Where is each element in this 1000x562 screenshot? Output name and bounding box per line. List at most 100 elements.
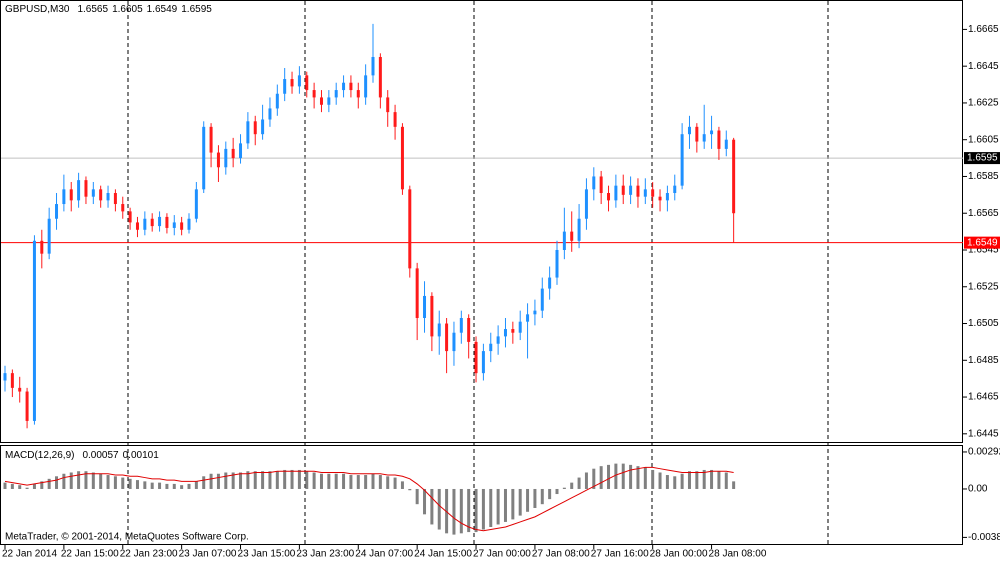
macd-bar (69, 472, 73, 489)
candle-body (18, 387, 22, 392)
macd-bar (680, 473, 684, 489)
macd-bar (342, 473, 346, 489)
candle-body (526, 314, 530, 322)
candle-body (283, 79, 287, 94)
macd-bar (710, 469, 714, 489)
candle-body (334, 90, 338, 98)
candle-body (231, 148, 235, 159)
macd-bar (386, 476, 390, 489)
panel-title-name: MACD(12,26,9) (5, 450, 74, 461)
macd-bar (150, 482, 154, 489)
y-tick-label: 1.6525 (968, 281, 999, 292)
candle-body (84, 180, 88, 197)
macd-bar (143, 481, 147, 489)
macd-bar (327, 473, 331, 489)
macd-bar (599, 466, 603, 489)
macd-bar (209, 473, 213, 489)
macd-bar (437, 488, 441, 530)
macd-bar (665, 475, 669, 489)
macd-bar (651, 469, 655, 489)
macd-bar (55, 476, 59, 489)
candle-body (459, 318, 463, 333)
y-tick-label: 1.6605 (968, 134, 999, 145)
candle-body (55, 204, 59, 219)
candle-body (143, 218, 147, 230)
macd-bar (275, 471, 279, 489)
candle-body (187, 218, 191, 230)
candle-body (423, 295, 427, 319)
candle-body (319, 97, 323, 105)
candle-body (400, 126, 404, 190)
macd-bar (297, 469, 301, 489)
x-tick-label: 24 Jan 07:00 (355, 549, 413, 560)
candle-body (445, 323, 449, 352)
candle-body (356, 90, 360, 98)
macd-bar (695, 471, 699, 489)
macd-bar (658, 472, 662, 489)
macd-bar (400, 481, 404, 489)
macd-bar (121, 477, 125, 489)
macd-bar (18, 485, 22, 489)
candle-body (702, 134, 706, 142)
macd-bar (467, 488, 471, 533)
macd-bar (503, 488, 507, 522)
panel-title-value: 0.00101 (123, 450, 160, 461)
candle-body (548, 277, 552, 289)
macd-bar (77, 471, 81, 489)
candle-body (393, 112, 397, 127)
candle-body (246, 121, 250, 144)
candle-body (135, 222, 139, 230)
candle-body (77, 180, 81, 201)
candle-body (665, 193, 669, 201)
candle-body (452, 332, 456, 352)
macd-bar (216, 473, 220, 489)
macd-bar (511, 488, 515, 520)
macd-bar (10, 483, 14, 489)
candle-body (297, 75, 301, 87)
macd-bar (349, 475, 353, 489)
macd-bar (526, 488, 530, 512)
candle-body (349, 82, 353, 91)
macd-bar (180, 485, 184, 489)
candle-body (194, 189, 198, 219)
macd-bar (47, 478, 51, 489)
macd-bar (548, 488, 552, 500)
price-label-box (964, 236, 1000, 249)
candle-body (40, 240, 44, 254)
footer: MetaTrader, © 2001-2014, MetaQuotes Soft… (5, 532, 249, 543)
macd-bar (584, 472, 588, 489)
macd-bar (459, 488, 463, 534)
panel-title-name: GBPUSD,M30 (5, 4, 70, 15)
macd-bar (496, 488, 500, 525)
candle-body (268, 108, 272, 120)
macd-bar (106, 475, 110, 489)
x-tick-label: 22 Jan 15:00 (61, 549, 119, 560)
macd-bar (702, 469, 706, 489)
candle-body (467, 318, 471, 342)
y-tick-label: 0.00292 (968, 447, 1000, 458)
candle-body (305, 75, 309, 91)
macd-bar (91, 472, 95, 489)
candle-body (540, 288, 544, 311)
price-label-box (964, 152, 1000, 165)
main-frame (0, 0, 963, 443)
macd-bar (518, 488, 522, 516)
candle-body (599, 176, 603, 194)
candle-body (62, 189, 66, 205)
panel-title-value: 1.6549 (147, 4, 178, 15)
macd-bar (113, 476, 117, 489)
candle-body (364, 75, 368, 98)
candle-body (710, 130, 714, 135)
x-tick-label: 28 Jan 08:00 (709, 549, 767, 560)
macd-bar (62, 473, 66, 489)
candle-body (32, 240, 36, 421)
candle-body (10, 373, 14, 388)
candle-body (489, 343, 493, 352)
candle-body (474, 341, 478, 374)
candle-body (592, 176, 596, 190)
macd-bar (253, 471, 257, 489)
macd-bar (415, 488, 419, 505)
macd-bar (202, 476, 206, 489)
macd-bar (562, 487, 566, 489)
macd-bar (423, 488, 427, 515)
